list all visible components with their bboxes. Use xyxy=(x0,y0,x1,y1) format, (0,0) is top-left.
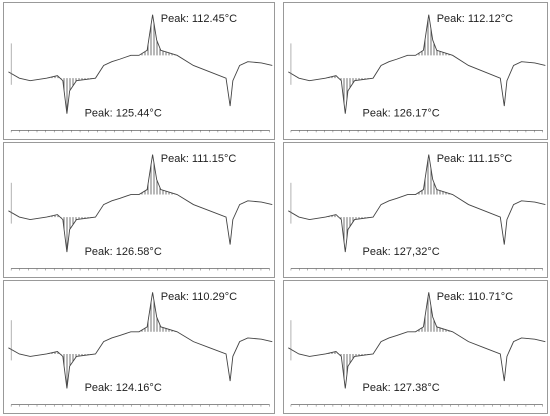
panel-frame xyxy=(283,142,548,278)
hatch-area xyxy=(415,154,453,195)
hatch-area xyxy=(46,214,96,253)
panel-frame xyxy=(3,280,275,414)
hatch-area xyxy=(46,75,96,114)
peak-label-top: Peak: 111.15°C xyxy=(161,153,237,165)
panel: Peak: 112.45°C Peak: 125.44°C xyxy=(3,2,275,140)
peak-label-top: Peak: 112.12°C xyxy=(437,13,513,25)
thermogram-curve xyxy=(8,292,273,389)
thermogram-curve xyxy=(288,14,546,114)
hatch-area xyxy=(139,292,178,332)
peak-label-bottom: Peak: 124.16°C xyxy=(85,382,162,394)
thermogram-curve xyxy=(288,292,546,389)
peak-label-top: Peak: 110.29°C xyxy=(161,291,237,303)
panel: Peak: 111.15°C Peak: 127,32°C xyxy=(283,142,548,278)
hatch-area xyxy=(325,351,374,389)
panel: Peak: 110.71°C Peak: 127.38°C xyxy=(283,280,548,414)
panel-frame xyxy=(3,142,275,278)
peak-label-bottom: Peak: 127,32°C xyxy=(363,246,440,258)
peak-label-bottom: Peak: 126.17°C xyxy=(363,108,440,120)
thermogram-curve xyxy=(8,154,273,253)
peak-label-top: Peak: 110.71°C xyxy=(437,291,513,303)
hatch-area xyxy=(415,14,453,56)
hatch-area xyxy=(415,292,453,332)
panel-frame xyxy=(283,280,548,414)
hatch-area xyxy=(325,214,374,253)
peak-label-top: Peak: 111.15°C xyxy=(437,153,513,165)
panel-frame xyxy=(283,2,548,140)
peak-label-top: Peak: 112.45°C xyxy=(161,13,237,25)
panel: Peak: 110.29°C Peak: 124.16°C xyxy=(3,280,275,414)
thermogram-curve xyxy=(288,154,546,253)
peak-label-bottom: Peak: 126.58°C xyxy=(85,246,162,258)
hatch-area xyxy=(139,14,178,56)
hatch-area xyxy=(139,154,178,195)
panel: Peak: 112.12°C Peak: 126.17°C xyxy=(283,2,548,140)
panel-frame xyxy=(3,2,275,140)
hatch-area xyxy=(325,75,374,114)
panel: Peak: 111.15°C Peak: 126.58°C xyxy=(3,142,275,278)
peak-label-bottom: Peak: 125.44°C xyxy=(85,108,162,120)
thermogram-curve xyxy=(8,14,273,114)
peak-label-bottom: Peak: 127.38°C xyxy=(363,382,440,394)
hatch-area xyxy=(46,351,96,389)
